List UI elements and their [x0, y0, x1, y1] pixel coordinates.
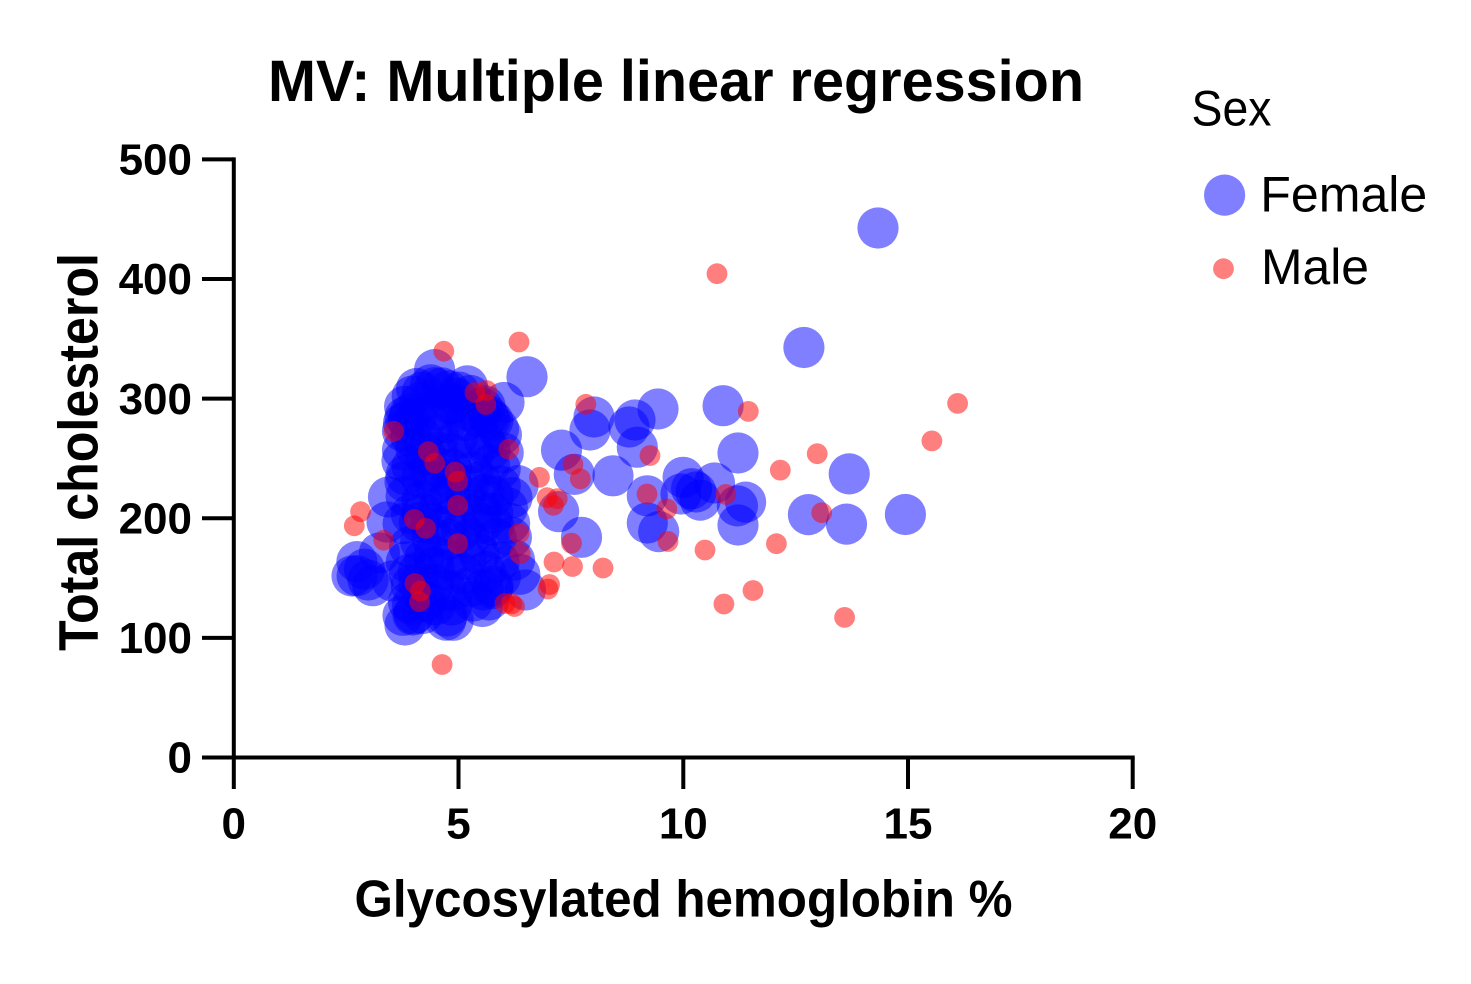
svg-text:Male: Male	[1261, 239, 1369, 295]
svg-text:200: 200	[119, 495, 192, 544]
svg-text:Glycosylated hemoglobin %: Glycosylated hemoglobin %	[355, 871, 1013, 929]
svg-text:Female: Female	[1260, 167, 1427, 223]
svg-text:300: 300	[119, 375, 192, 424]
svg-text:500: 500	[119, 136, 192, 185]
svg-text:400: 400	[119, 255, 192, 304]
svg-text:5: 5	[446, 800, 470, 849]
svg-text:Total cholesterol: Total cholesterol	[47, 253, 110, 651]
svg-text:20: 20	[1108, 800, 1157, 849]
svg-text:10: 10	[659, 800, 708, 849]
svg-text:0: 0	[168, 734, 192, 783]
svg-text:0: 0	[222, 800, 246, 849]
svg-text:100: 100	[119, 614, 192, 663]
svg-text:15: 15	[884, 800, 933, 849]
svg-text:MV: Multiple linear regression: MV: Multiple linear regression	[268, 49, 1084, 114]
svg-text:Sex: Sex	[1192, 81, 1272, 137]
